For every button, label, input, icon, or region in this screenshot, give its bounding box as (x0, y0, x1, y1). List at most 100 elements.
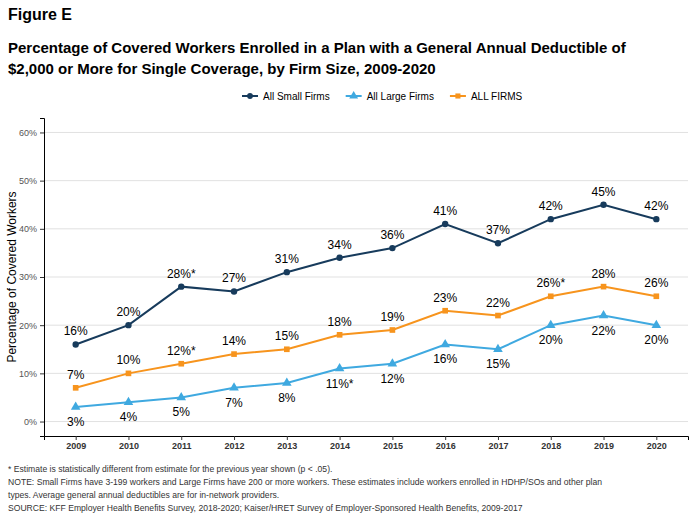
x-tick-mark (128, 436, 129, 440)
marker (442, 308, 448, 314)
marker (284, 346, 290, 352)
marker (600, 202, 606, 208)
note: SOURCE: KFF Employer Health Benefits Sur… (8, 503, 523, 513)
marker (495, 313, 501, 319)
x-tick-label: 2015 (383, 441, 403, 451)
marker (440, 339, 450, 347)
data-label: 23% (433, 291, 457, 305)
chart: Figure E Percentage of Covered Workers En… (0, 0, 698, 525)
x-tick-label: 2020 (647, 441, 667, 451)
x-tick-mark (498, 436, 499, 440)
x-tick-mark (340, 436, 341, 440)
marker (388, 358, 398, 366)
data-label: 12%* (167, 344, 196, 358)
data-label: 11%* (326, 377, 354, 391)
y-tick-mark (40, 277, 44, 278)
x-tick: 2009 (66, 436, 86, 451)
data-label: 34% (328, 238, 352, 252)
x-axis: 2009201020112012201320142015201620172018… (45, 436, 689, 451)
subtitle-line: $2,000 or More for Single Coverage, by F… (8, 60, 436, 77)
data-label: 42% (644, 199, 668, 213)
notes: * Estimate is statistically different fr… (8, 464, 602, 513)
data-label: 31% (275, 252, 299, 266)
plot (71, 202, 661, 410)
legend-item: ALL FIRMS (450, 91, 523, 102)
data-label: 4% (120, 410, 138, 424)
data-label: 37% (486, 223, 510, 237)
x-tick: 2018 (541, 436, 561, 451)
marker (178, 361, 184, 367)
grid-line (44, 180, 688, 181)
data-label: 20% (539, 333, 563, 347)
data-label: 15% (275, 329, 299, 343)
y-axis-line (40, 119, 45, 437)
y-axis: 0%10%20%30%40%50%60% (19, 119, 45, 437)
x-tick-mark (392, 436, 393, 440)
x-tick-mark (234, 436, 235, 440)
marker (601, 284, 607, 290)
x-tick-label: 2014 (330, 441, 350, 451)
x-tick: 2016 (436, 436, 456, 451)
grid-line (44, 421, 688, 422)
data-label: 28% (592, 267, 616, 281)
legend-marker (455, 93, 460, 98)
y-tick-mark (40, 181, 44, 182)
x-tick-label: 2018 (541, 441, 561, 451)
data-label: 14% (222, 334, 246, 348)
x-tick-mark (445, 436, 446, 440)
series-line (76, 287, 657, 388)
data-label: 45% (592, 185, 616, 199)
marker (231, 288, 237, 294)
x-tick-label: 2011 (172, 441, 192, 451)
data-label: 10% (116, 353, 140, 367)
y-tick-label: 20% (19, 321, 37, 331)
y-tick: 50% (19, 176, 44, 186)
x-tick-label: 2009 (66, 441, 86, 451)
title: Figure E (8, 6, 72, 23)
x-tick-label: 2016 (436, 441, 456, 451)
x-tick: 2010 (119, 436, 139, 451)
marker (229, 382, 239, 390)
x-tick: 2015 (383, 436, 403, 451)
y-tick-label: 50% (19, 176, 37, 186)
subtitle-line: Percentage of Covered Workers Enrolled i… (8, 39, 627, 56)
data-label: 41% (433, 204, 457, 218)
data-label: 20% (644, 333, 668, 347)
marker (71, 402, 81, 410)
data-label: 16% (64, 324, 88, 338)
marker (653, 216, 659, 222)
y-tick: 0% (24, 417, 44, 427)
data-label: 18% (328, 315, 352, 329)
x-tick-label: 2013 (277, 441, 297, 451)
marker (231, 351, 237, 357)
marker (390, 327, 396, 333)
note: types. Average general annual deductible… (8, 490, 279, 500)
grid-line (44, 373, 688, 374)
marker (176, 392, 186, 400)
data-label: 28%* (167, 267, 196, 281)
marker (125, 322, 131, 328)
marker (548, 293, 554, 299)
data-label: 5% (173, 405, 191, 419)
marker (124, 397, 134, 405)
y-tick-mark (40, 422, 44, 423)
series-line (76, 205, 657, 345)
x-tick: 2020 (647, 436, 667, 451)
y-tick-mark (40, 229, 44, 230)
y-tick: 10% (19, 369, 44, 379)
x-tick-mark (656, 436, 657, 440)
legend-marker (349, 91, 358, 99)
subtitle: Percentage of Covered Workers Enrolled i… (8, 39, 627, 77)
note: NOTE: Small Firms have 3-199 workers and… (8, 477, 602, 487)
series-line (76, 316, 657, 408)
x-tick: 2011 (172, 436, 192, 451)
y-tick-label: 10% (19, 369, 37, 379)
y-tick: 40% (19, 224, 44, 234)
x-tick-mark (76, 436, 77, 440)
y-tick-label: 30% (19, 272, 37, 282)
data-label: 15% (486, 357, 510, 371)
x-tick: 2014 (330, 436, 350, 451)
data-label: 7% (67, 368, 85, 382)
marker (389, 245, 395, 251)
data-label: 19% (380, 310, 404, 324)
